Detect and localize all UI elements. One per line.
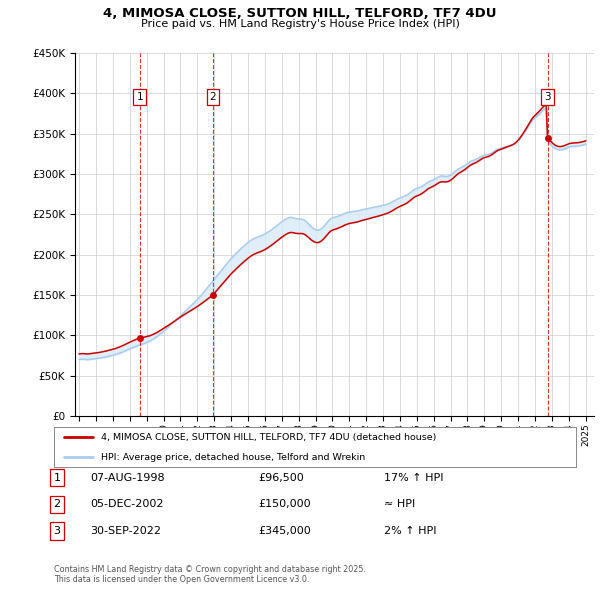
Text: 3: 3 (544, 91, 551, 101)
Text: ≈ HPI: ≈ HPI (384, 500, 415, 509)
Text: 3: 3 (53, 526, 61, 536)
Text: 1: 1 (53, 473, 61, 483)
Text: £96,500: £96,500 (258, 473, 304, 483)
Text: 17% ↑ HPI: 17% ↑ HPI (384, 473, 443, 483)
Text: 05-DEC-2002: 05-DEC-2002 (90, 500, 163, 509)
Text: 1: 1 (136, 91, 143, 101)
Text: Contains HM Land Registry data © Crown copyright and database right 2025.
This d: Contains HM Land Registry data © Crown c… (54, 565, 366, 584)
Text: 30-SEP-2022: 30-SEP-2022 (90, 526, 161, 536)
Text: Price paid vs. HM Land Registry's House Price Index (HPI): Price paid vs. HM Land Registry's House … (140, 19, 460, 29)
Text: 07-AUG-1998: 07-AUG-1998 (90, 473, 164, 483)
Text: 2% ↑ HPI: 2% ↑ HPI (384, 526, 437, 536)
Text: 4, MIMOSA CLOSE, SUTTON HILL, TELFORD, TF7 4DU (detached house): 4, MIMOSA CLOSE, SUTTON HILL, TELFORD, T… (101, 432, 436, 442)
Text: 2: 2 (209, 91, 216, 101)
Text: 4, MIMOSA CLOSE, SUTTON HILL, TELFORD, TF7 4DU: 4, MIMOSA CLOSE, SUTTON HILL, TELFORD, T… (103, 7, 497, 20)
Text: 2: 2 (53, 500, 61, 509)
Text: £345,000: £345,000 (258, 526, 311, 536)
Text: HPI: Average price, detached house, Telford and Wrekin: HPI: Average price, detached house, Telf… (101, 453, 365, 462)
Text: £150,000: £150,000 (258, 500, 311, 509)
